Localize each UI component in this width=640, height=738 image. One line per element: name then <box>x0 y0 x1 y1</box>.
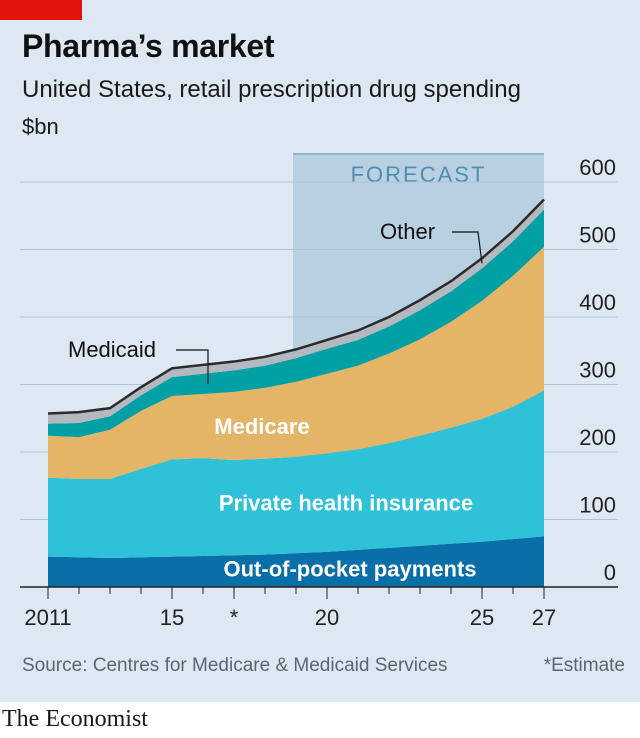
x-tick-label-estimate: * <box>230 605 239 630</box>
y-tick-label-600: 600 <box>579 155 616 180</box>
unit-label: $bn <box>22 114 59 139</box>
y-tick-label-0: 0 <box>604 560 616 585</box>
forecast-label: FORECAST <box>351 162 487 187</box>
publisher-brand: The Economist <box>2 706 148 732</box>
chart-title: Pharma’s market <box>22 28 275 64</box>
label-medicaid: Medicaid <box>68 337 156 362</box>
y-tick-label-500: 500 <box>579 223 616 248</box>
x-axis: 2011 15 * 20 25 27 <box>20 586 618 630</box>
area-medicare <box>48 246 544 479</box>
label-medicare: Medicare <box>214 414 309 439</box>
label-private-health-insurance: Private health insurance <box>219 491 473 516</box>
y-tick-label-300: 300 <box>579 358 616 383</box>
stacked-areas <box>47 198 545 587</box>
area-medicaid <box>48 209 544 438</box>
total-line <box>47 198 545 415</box>
area-private-health-insurance <box>48 390 544 558</box>
x-tick-label-27: 27 <box>532 605 556 630</box>
x-tick-label-20: 20 <box>315 605 339 630</box>
leader-other <box>452 231 483 264</box>
area-chart: FORECAST 0 100 200 300 400 500 600 2011 15 * 20 25… <box>20 153 618 630</box>
source-note: Source: Centres for Medicare & Medicaid … <box>22 655 448 676</box>
leader-medicaid <box>176 349 209 384</box>
y-tick-label-100: 100 <box>579 493 616 518</box>
chart-labels: Out-of-pocket payments Private health ins… <box>68 219 483 581</box>
y-tick-label-200: 200 <box>579 425 616 450</box>
estimate-footnote: *Estimate <box>543 655 625 676</box>
x-tick-label-25: 25 <box>470 605 494 630</box>
label-other: Other <box>380 219 435 244</box>
chart-subtitle: United States, retail prescription drug … <box>22 76 521 103</box>
brand-red-tag <box>0 0 82 20</box>
x-tick-label-2011: 2011 <box>24 605 71 630</box>
y-tick-label-400: 400 <box>579 290 616 315</box>
label-out-of-pocket-payments: Out-of-pocket payments <box>223 556 476 581</box>
area-out-of-pocket-payments <box>48 536 544 587</box>
x-tick-label-15: 15 <box>160 605 184 630</box>
